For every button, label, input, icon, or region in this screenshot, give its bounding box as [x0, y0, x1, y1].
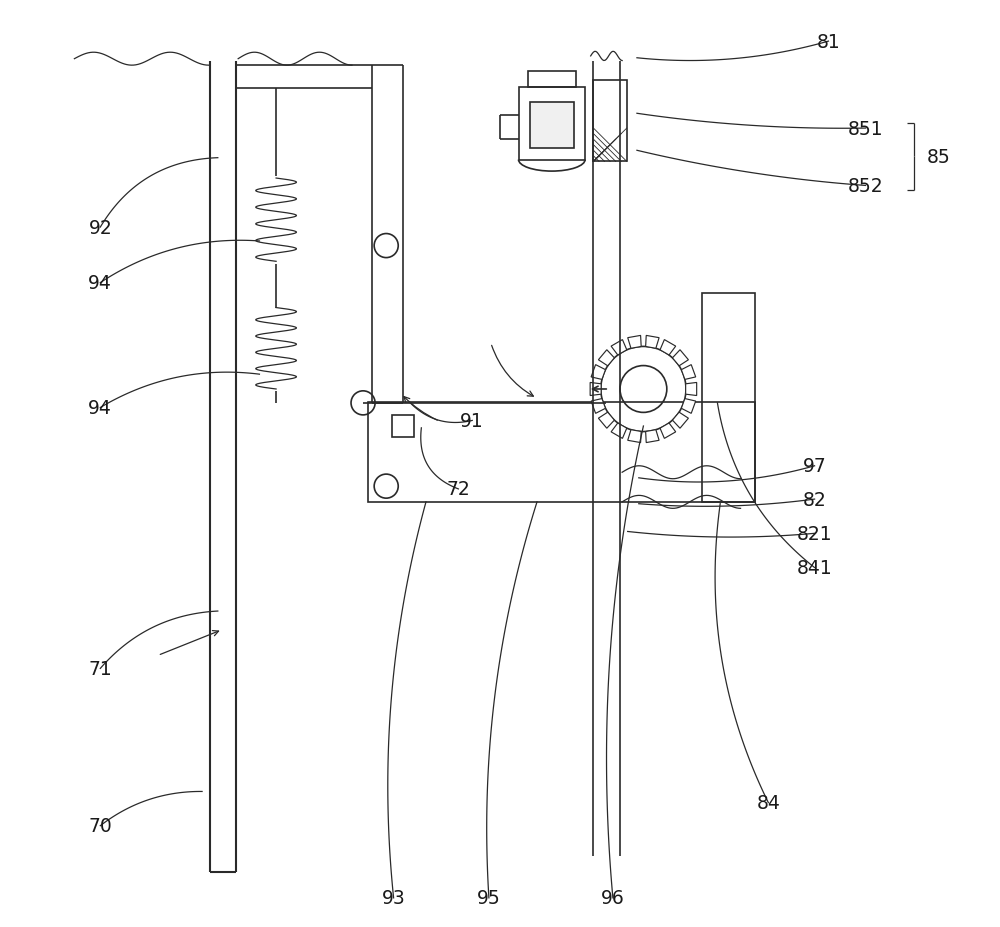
Polygon shape	[628, 336, 641, 349]
Text: 81: 81	[817, 32, 840, 52]
Polygon shape	[646, 336, 659, 349]
Text: 841: 841	[797, 558, 832, 578]
Bar	[528, 71, 576, 88]
Polygon shape	[672, 413, 688, 429]
Text: 96: 96	[601, 888, 625, 908]
Polygon shape	[646, 430, 659, 443]
Text: 97: 97	[803, 457, 826, 476]
Polygon shape	[611, 424, 627, 438]
Text: 82: 82	[803, 490, 826, 509]
Polygon shape	[660, 424, 676, 438]
Polygon shape	[681, 365, 696, 380]
Polygon shape	[591, 400, 605, 413]
Bar	[530, 103, 574, 149]
Polygon shape	[598, 413, 614, 429]
Polygon shape	[590, 383, 601, 396]
Bar	[519, 88, 585, 160]
Text: 70: 70	[88, 817, 112, 835]
Text: 851: 851	[848, 120, 883, 138]
Bar	[593, 81, 627, 162]
Text: 92: 92	[88, 219, 112, 237]
Text: 94: 94	[88, 399, 112, 417]
Polygon shape	[660, 340, 676, 356]
Text: 91: 91	[460, 412, 484, 430]
Text: 95: 95	[477, 888, 501, 908]
Bar	[702, 294, 755, 502]
Bar	[368, 402, 755, 502]
Text: 84: 84	[756, 794, 780, 812]
Text: 821: 821	[797, 525, 832, 543]
Polygon shape	[628, 430, 641, 443]
Text: 93: 93	[382, 888, 405, 908]
Polygon shape	[611, 340, 627, 356]
Text: 94: 94	[88, 273, 112, 293]
Text: 852: 852	[848, 177, 883, 196]
Polygon shape	[591, 365, 605, 380]
Text: 85: 85	[927, 147, 950, 167]
Bar	[392, 415, 414, 438]
Polygon shape	[681, 400, 696, 413]
Polygon shape	[686, 383, 697, 396]
Text: 71: 71	[88, 659, 112, 679]
Text: 72: 72	[446, 480, 470, 499]
Polygon shape	[672, 350, 688, 366]
Polygon shape	[598, 350, 614, 366]
